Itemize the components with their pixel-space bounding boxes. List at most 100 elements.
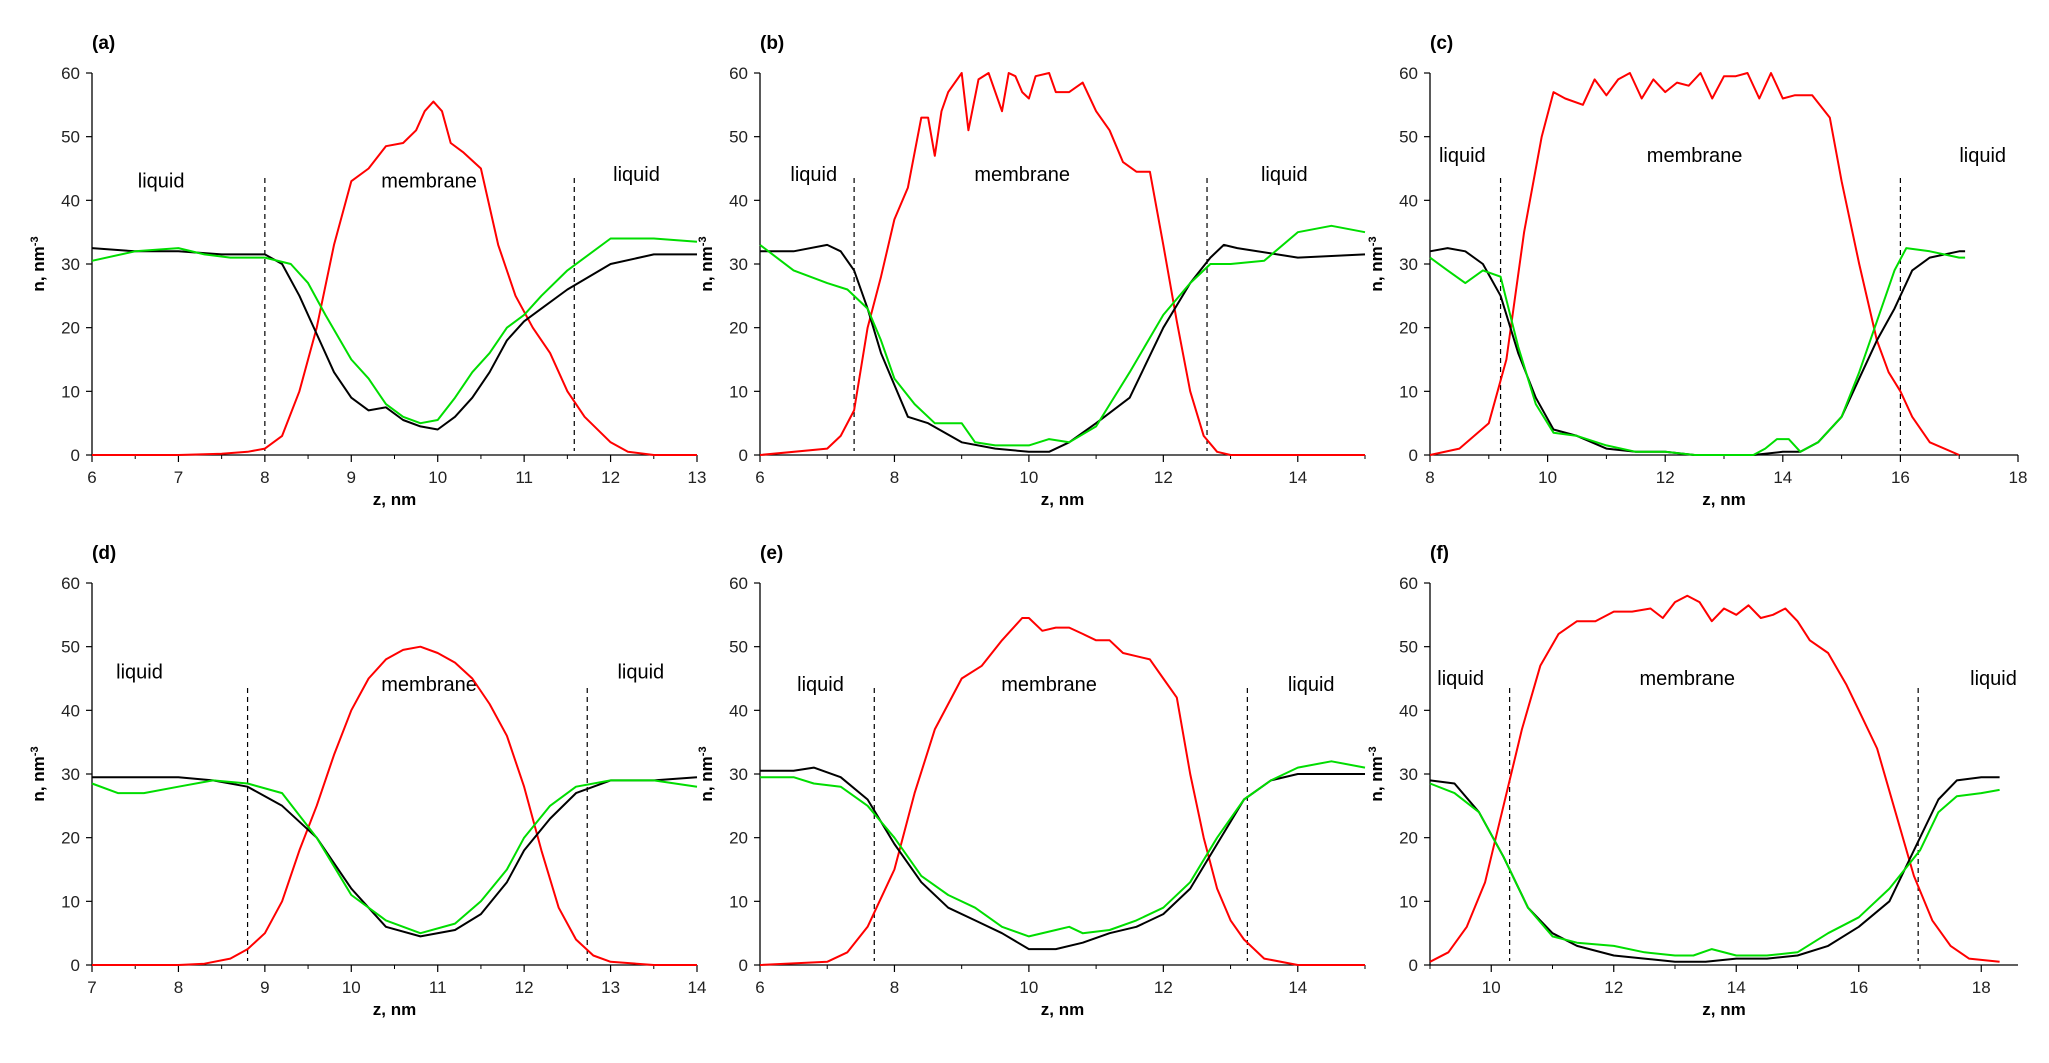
x-tick-label: 8 <box>890 978 899 997</box>
panel-label: (f) <box>1430 543 1449 564</box>
x-tick-label: 12 <box>1154 468 1173 487</box>
panel-label: (c) <box>1430 33 1453 54</box>
y-tick-label: 40 <box>61 191 80 210</box>
series-line-red <box>92 100 697 456</box>
panel-f: 0 10 20 30 40 50 60 10 12 14 16 18 z, nm n, nm-3 (f) li… <box>1367 543 2018 1019</box>
x-axis-label: z, nm <box>1041 1000 1084 1019</box>
region-label-liquid: liquid <box>1437 668 1484 690</box>
x-tick-label: 13 <box>601 978 620 997</box>
y-axis-label-base: n, nm <box>1367 756 1386 801</box>
y-axis-label-base: n, nm <box>29 756 48 801</box>
y-tick-label: 10 <box>729 892 748 911</box>
region-label-liquid: liquid <box>1439 145 1486 167</box>
y-tick-label: 10 <box>1399 382 1418 401</box>
series-line-red <box>92 645 697 966</box>
series-line-black <box>1429 247 1966 456</box>
x-tick-label: 6 <box>755 978 764 997</box>
series-line-red <box>1429 72 1960 456</box>
y-tick-label: 10 <box>1399 892 1418 911</box>
series-line-green <box>91 237 698 425</box>
x-tick-label: 12 <box>1656 468 1675 487</box>
y-tick-label: 40 <box>729 191 748 210</box>
y-tick-label: 40 <box>61 701 80 720</box>
series-line-red <box>1429 594 2000 963</box>
y-axis-label-exponent: -3 <box>29 746 41 756</box>
series-line-green <box>1429 247 1966 456</box>
y-tick-label: 40 <box>1399 701 1418 720</box>
region-label-membrane: membrane <box>1001 674 1097 696</box>
y-tick-label: 20 <box>729 829 748 848</box>
x-axis-label: z, nm <box>1702 1000 1745 1019</box>
x-tick-label: 12 <box>515 978 534 997</box>
series-line-black <box>91 247 697 431</box>
y-axis-label: n, nm-3 <box>697 236 716 291</box>
y-tick-label: 20 <box>1399 319 1418 338</box>
series-line-green <box>1429 782 2000 957</box>
x-tick-label: 10 <box>342 978 361 997</box>
series-line-black <box>1429 776 2000 963</box>
y-tick-label: 50 <box>729 638 748 657</box>
y-tick-label: 50 <box>1399 638 1418 657</box>
region-label-liquid: liquid <box>1288 674 1335 696</box>
region-label-membrane: membrane <box>1647 145 1743 167</box>
y-tick-label: 50 <box>61 128 80 147</box>
x-tick-label: 10 <box>1482 978 1501 997</box>
x-tick-label: 12 <box>1604 978 1623 997</box>
x-tick-label: 10 <box>1019 978 1038 997</box>
y-tick-label: 60 <box>729 574 748 593</box>
y-tick-label: 0 <box>739 956 748 975</box>
region-label-liquid: liquid <box>1970 668 2017 690</box>
y-tick-label: 20 <box>61 319 80 338</box>
x-tick-label: 7 <box>87 978 96 997</box>
y-axis-label-base: n, nm <box>697 756 716 801</box>
series-line-green <box>91 779 698 935</box>
panel-b: 0 10 20 30 40 50 60 6 8 10 12 14 z, nm n, nm-3 (b) liqu… <box>697 33 1366 509</box>
x-tick-label: 10 <box>428 468 447 487</box>
y-tick-label: 0 <box>739 446 748 465</box>
y-tick-label: 30 <box>61 255 80 274</box>
y-tick-label: 0 <box>1409 446 1418 465</box>
region-label-membrane: membrane <box>381 171 477 193</box>
region-label-membrane: membrane <box>381 674 477 696</box>
y-tick-label: 60 <box>729 64 748 83</box>
x-tick-label: 6 <box>87 468 96 487</box>
x-axis-label: z, nm <box>1041 490 1084 509</box>
series-line-black <box>92 776 698 938</box>
x-tick-label: 12 <box>1154 978 1173 997</box>
x-tick-label: 16 <box>1891 468 1910 487</box>
region-label-liquid: liquid <box>797 674 844 696</box>
region-label-liquid: liquid <box>1261 164 1308 186</box>
y-tick-label: 30 <box>1399 765 1418 784</box>
x-tick-label: 18 <box>2009 468 2028 487</box>
panel-e: 0 10 20 30 40 50 60 6 8 10 12 14 z, nm n, nm-3 (e) liqu… <box>697 543 1366 1019</box>
x-tick-label: 14 <box>1288 978 1307 997</box>
y-axis-label-base: n, nm <box>29 246 48 291</box>
region-label-membrane: membrane <box>974 164 1070 186</box>
x-tick-label: 10 <box>1019 468 1038 487</box>
y-tick-label: 10 <box>729 382 748 401</box>
x-axis-label: z, nm <box>1702 490 1745 509</box>
x-tick-label: 11 <box>429 978 447 997</box>
x-axis-label: z, nm <box>373 1000 416 1019</box>
region-label-liquid: liquid <box>138 171 185 193</box>
x-tick-label: 12 <box>601 468 620 487</box>
series-line-red <box>759 72 1365 456</box>
y-tick-label: 30 <box>729 765 748 784</box>
y-tick-label: 50 <box>61 638 80 657</box>
series-line-red <box>759 617 1365 966</box>
y-axis-label-base: n, nm <box>697 246 716 291</box>
y-tick-label: 0 <box>71 956 80 975</box>
x-tick-label: 6 <box>755 468 764 487</box>
y-axis-label: n, nm-3 <box>29 236 48 291</box>
y-axis-label-exponent: -3 <box>29 236 41 246</box>
x-tick-label: 8 <box>1425 468 1434 487</box>
y-tick-label: 0 <box>1409 956 1418 975</box>
y-axis-label: n, nm-3 <box>697 746 716 801</box>
y-tick-label: 30 <box>1399 255 1418 274</box>
y-tick-label: 50 <box>1399 128 1418 147</box>
panel-label: (b) <box>760 33 784 54</box>
panel-label: (e) <box>760 543 783 564</box>
y-tick-label: 20 <box>729 319 748 338</box>
y-tick-label: 0 <box>71 446 80 465</box>
